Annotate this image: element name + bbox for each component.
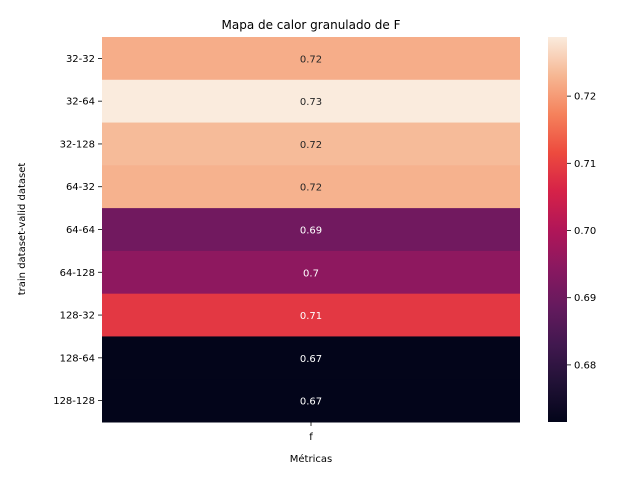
x-axis-label: Métricas <box>290 453 332 465</box>
heatmap-cell <box>102 208 520 252</box>
colorbar-tick-label: 0.70 <box>574 226 596 237</box>
colorbar <box>548 37 567 422</box>
cell-value-label: 0.72 <box>300 183 322 194</box>
heatmap-cell <box>102 250 520 295</box>
heatmap-cell <box>102 379 520 423</box>
y-tick-label: 128-32 <box>60 311 95 322</box>
colorbar-tick-label: 0.68 <box>574 360 596 371</box>
cell-value-label: 0.7 <box>303 268 319 279</box>
y-axis-label: train dataset-valid dataset <box>17 163 28 296</box>
y-tick-label: 64-32 <box>66 182 95 193</box>
y-tick-label: 32-32 <box>66 54 95 65</box>
heatmap-cell <box>102 37 520 81</box>
y-tick-label: 128-64 <box>60 353 95 364</box>
x-axis-ticks: f <box>309 422 313 443</box>
x-tick-label: f <box>309 432 313 443</box>
colorbar-tick-label: 0.71 <box>574 159 596 170</box>
cell-value-label: 0.67 <box>300 397 322 408</box>
cell-value-label: 0.67 <box>300 354 322 365</box>
heatmap-cell <box>102 336 520 380</box>
heatmap-cell <box>102 79 520 124</box>
heatmap-cell-labels: 0.72 0.73 0.72 0.72 0.69 0.7 0.71 0.67 0.67 <box>300 54 322 407</box>
cell-value-label: 0.72 <box>300 54 322 65</box>
heatmap-cell <box>102 165 520 209</box>
cell-value-label: 0.69 <box>300 226 322 237</box>
heatmap-cell <box>102 293 520 337</box>
y-tick-label: 32-64 <box>66 97 95 108</box>
y-axis-ticks: 32-32 32-64 32-128 64-32 64-64 64-128 128-32 12… <box>53 54 102 407</box>
cell-value-label: 0.72 <box>300 140 322 151</box>
colorbar-tick-label: 0.72 <box>574 92 596 103</box>
heatmap-cell <box>102 122 520 166</box>
chart-title: Mapa de calor granulado de F <box>222 18 401 32</box>
y-tick-label: 32-128 <box>60 139 95 150</box>
heatmap-cells <box>102 37 520 423</box>
y-tick-label: 128-128 <box>53 396 95 407</box>
cell-value-label: 0.73 <box>300 97 322 108</box>
y-tick-label: 64-128 <box>60 268 95 279</box>
colorbar-ticks: 0.68 0.69 0.70 0.71 0.72 <box>567 92 596 371</box>
colorbar-tick-label: 0.69 <box>574 293 596 304</box>
cell-value-label: 0.71 <box>300 311 322 322</box>
y-tick-label: 64-64 <box>66 225 95 236</box>
